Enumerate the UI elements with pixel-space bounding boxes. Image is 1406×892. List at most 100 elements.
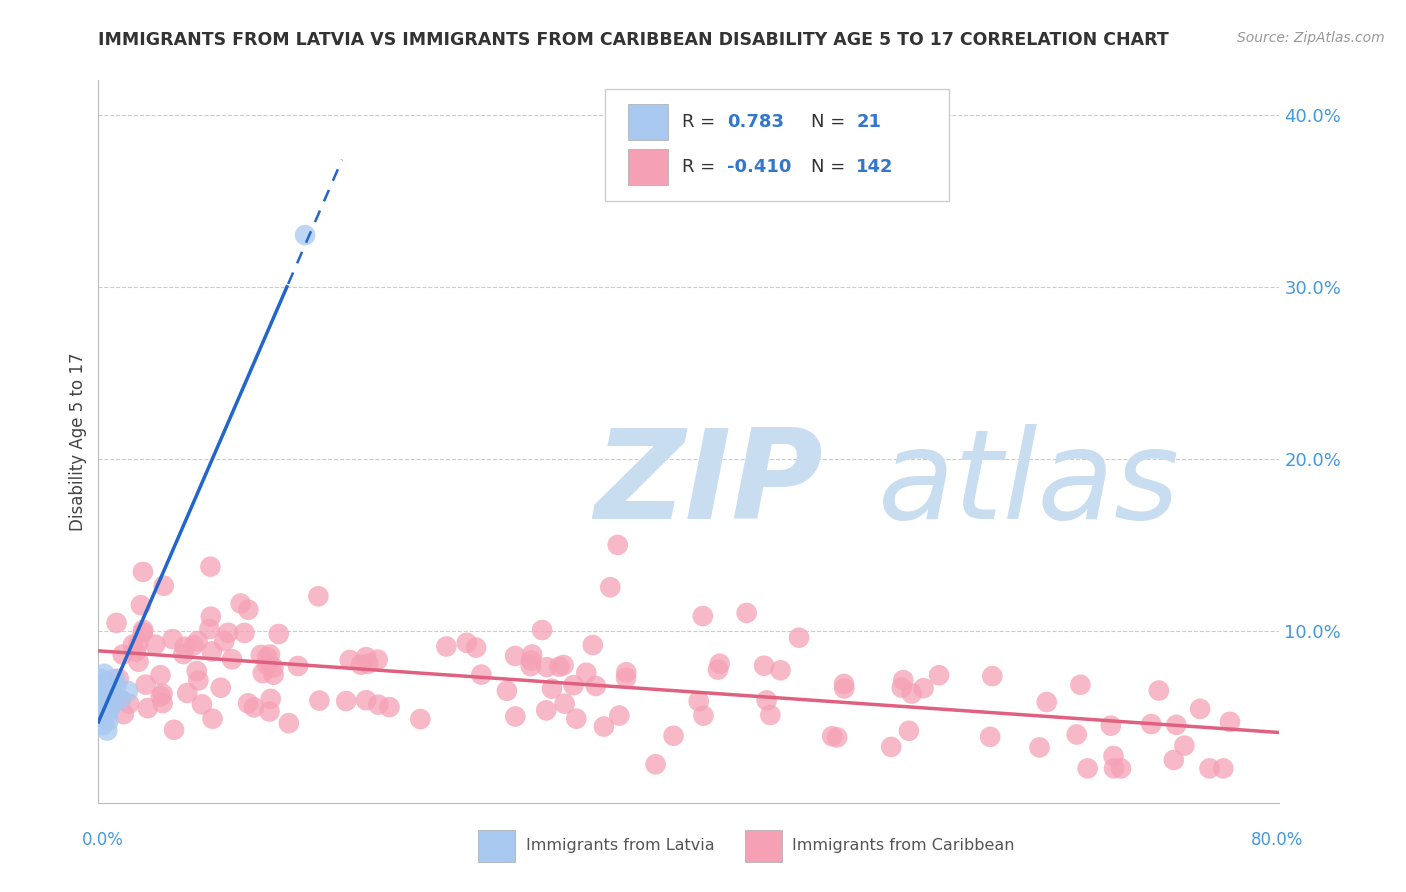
Point: [339, 653, 361, 667]
Text: 80.0%: 80.0%: [1250, 831, 1303, 849]
Point: [520, 653, 543, 667]
Point: [1173, 739, 1195, 753]
Point: [825, 731, 848, 745]
Point: [755, 693, 778, 707]
Point: [1028, 740, 1050, 755]
Point: [707, 663, 730, 677]
Point: [769, 663, 792, 677]
Point: [163, 723, 186, 737]
Point: [465, 640, 488, 655]
Point: [94, 684, 117, 698]
Point: [267, 627, 290, 641]
Point: [98, 701, 121, 715]
Point: [880, 739, 903, 754]
Point: [434, 640, 457, 654]
Text: -0.410: -0.410: [727, 158, 792, 176]
Point: [553, 658, 575, 673]
Point: [90, 696, 112, 710]
Point: [979, 730, 1001, 744]
Point: [735, 606, 758, 620]
Y-axis label: Disability Age 5 to 17: Disability Age 5 to 17: [69, 352, 87, 531]
Point: [259, 705, 281, 719]
Point: [1198, 761, 1220, 775]
Point: [1219, 714, 1241, 729]
Point: [541, 681, 564, 696]
Point: [135, 678, 157, 692]
Point: [536, 660, 558, 674]
Text: N =: N =: [811, 158, 851, 176]
Point: [1212, 761, 1234, 775]
Point: [277, 716, 299, 731]
Point: [832, 677, 855, 691]
Point: [243, 700, 266, 714]
Point: [209, 681, 232, 695]
Point: [1189, 702, 1212, 716]
Point: [614, 665, 637, 680]
Point: [221, 652, 243, 666]
Text: R =: R =: [682, 113, 721, 131]
Text: N =: N =: [811, 113, 851, 131]
Point: [262, 660, 284, 674]
Point: [575, 665, 598, 680]
Point: [118, 697, 141, 711]
Text: 21: 21: [856, 113, 882, 131]
Point: [890, 681, 912, 695]
Point: [1035, 695, 1057, 709]
Point: [143, 638, 166, 652]
Point: [97, 713, 120, 727]
Point: [238, 602, 260, 616]
Point: [110, 692, 132, 706]
Point: [470, 667, 492, 681]
Point: [252, 666, 274, 681]
Point: [1077, 761, 1099, 775]
Point: [128, 655, 150, 669]
Point: [1102, 748, 1125, 763]
Point: [548, 660, 571, 674]
Point: [259, 648, 281, 662]
Point: [128, 636, 150, 650]
Point: [96, 723, 118, 738]
Point: [149, 690, 172, 704]
Point: [117, 684, 139, 698]
Point: [201, 644, 224, 658]
Text: Source: ZipAtlas.com: Source: ZipAtlas.com: [1237, 31, 1385, 45]
Point: [214, 634, 236, 648]
Point: [582, 638, 605, 652]
Point: [152, 696, 174, 710]
Point: [354, 650, 377, 665]
Point: [709, 657, 731, 671]
Point: [162, 632, 184, 646]
Point: [367, 653, 389, 667]
Point: [256, 658, 278, 673]
Point: [307, 589, 329, 603]
Point: [105, 615, 128, 630]
Point: [103, 696, 125, 710]
Point: [198, 622, 221, 636]
Point: [912, 681, 935, 696]
Point: [256, 650, 278, 665]
Point: [187, 634, 209, 648]
Point: [1066, 727, 1088, 741]
Point: [217, 625, 239, 640]
Text: atlas: atlas: [877, 425, 1180, 545]
Point: [565, 712, 588, 726]
Point: [200, 609, 222, 624]
Point: [554, 697, 576, 711]
Point: [107, 672, 129, 686]
Point: [1163, 753, 1185, 767]
Point: [191, 698, 214, 712]
Point: [928, 668, 950, 682]
Point: [354, 693, 377, 707]
Point: [335, 694, 357, 708]
Point: [287, 659, 309, 673]
Point: [201, 712, 224, 726]
Point: [367, 698, 389, 712]
Point: [173, 640, 195, 654]
Text: Immigrants from Latvia: Immigrants from Latvia: [526, 838, 714, 853]
Point: [149, 668, 172, 682]
Point: [110, 692, 132, 706]
Point: [90, 672, 112, 686]
Point: [172, 647, 194, 661]
Point: [97, 692, 120, 706]
Point: [294, 228, 316, 243]
